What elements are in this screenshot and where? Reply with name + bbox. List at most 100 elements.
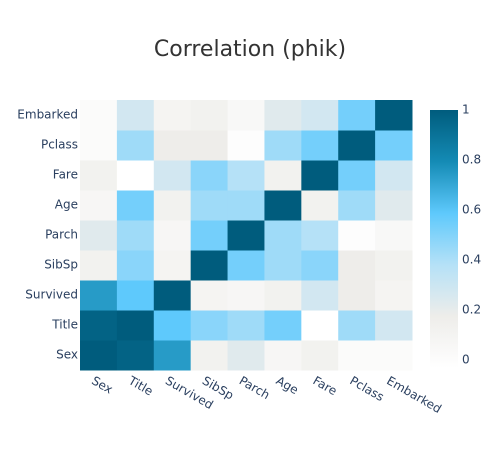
x-tick-label: Age [274, 374, 301, 398]
heatmap-cell [301, 220, 339, 251]
heatmap-cell [116, 310, 155, 341]
x-tick-label: Pclass [347, 374, 386, 405]
heatmap-cell [301, 130, 339, 161]
heatmap-cell [153, 190, 192, 221]
heatmap-cell [190, 190, 229, 221]
colorbar-tick-label: 0.6 [462, 203, 481, 217]
heatmap-cell [264, 220, 302, 251]
x-tick-label: Parch [237, 374, 273, 403]
heatmap-cell [338, 100, 376, 131]
heatmap-cell [375, 100, 413, 131]
heatmap-cell [190, 100, 229, 131]
heatmap-cell [227, 130, 265, 161]
heatmap-cell [116, 340, 155, 371]
heatmap-cell [264, 310, 302, 341]
x-tick-label: Sex [89, 374, 115, 397]
x-tick-label: Fare [311, 374, 340, 399]
heatmap-cell [375, 340, 413, 371]
heatmap-cell [153, 130, 192, 161]
heatmap-cell [227, 160, 265, 191]
heatmap-cell [375, 310, 413, 341]
heatmap-cell [116, 250, 155, 281]
heatmap-cell [338, 130, 376, 161]
heatmap-cell [153, 280, 192, 311]
heatmap-cell [338, 250, 376, 281]
heatmap-cell [338, 280, 376, 311]
heatmap-cell [338, 310, 376, 341]
heatmap-cell [80, 160, 118, 191]
colorbar-tick-label: 0.4 [462, 253, 481, 267]
y-tick-label: Pclass [41, 138, 78, 152]
heatmap-cell [264, 100, 302, 131]
heatmap-cell [227, 220, 265, 251]
colorbar-tick-label: 0 [462, 353, 470, 367]
x-tick-label: Title [125, 373, 155, 398]
y-tick-label: Sex [56, 348, 78, 362]
colorbar-tick-label: 0.8 [462, 153, 481, 167]
heatmap-cell [80, 190, 118, 221]
heatmap-cell [80, 280, 118, 311]
heatmap-cell [153, 250, 192, 281]
heatmap-cell [227, 100, 265, 131]
heatmap-cell [190, 310, 229, 341]
x-tick-label: Embarked [384, 374, 444, 416]
heatmap-cell [190, 220, 229, 251]
heatmap-cell [338, 220, 376, 251]
heatmap-cell [264, 250, 302, 281]
heatmap-cell [264, 340, 302, 371]
heatmap-cell [301, 160, 339, 191]
chart-title: Correlation (phik) [154, 37, 346, 62]
heatmap-cell [116, 280, 155, 311]
heatmap-cell [190, 160, 229, 191]
heatmap-cell [153, 220, 192, 251]
heatmap-cell [338, 190, 376, 221]
heatmap-cell [227, 310, 265, 341]
heatmap-cell [116, 130, 155, 161]
heatmap-cell [116, 160, 155, 191]
heatmap-cell [153, 310, 192, 341]
y-tick-label: Parch [45, 228, 78, 242]
heatmap-cell [153, 100, 192, 131]
heatmap-cell [80, 220, 118, 251]
heatmap-cell [227, 250, 265, 281]
heatmap-cell [301, 340, 339, 371]
heatmap-cell [227, 340, 265, 371]
heatmap-cell [264, 160, 302, 191]
colorbar [430, 110, 458, 368]
heatmap-cell [80, 250, 118, 281]
heatmap-cell [116, 220, 155, 251]
heatmap-cell [190, 130, 229, 161]
heatmap-cell [264, 280, 302, 311]
heatmap-cell [264, 190, 302, 221]
heatmap-cell [190, 250, 229, 281]
heatmap-cell [338, 160, 376, 191]
heatmap-cell [227, 280, 265, 311]
heatmap-cell [375, 130, 413, 161]
heatmap-cell [190, 340, 229, 371]
heatmap-cell [190, 280, 229, 311]
y-tick-label: SibSp [44, 258, 78, 272]
heatmap-cell [375, 190, 413, 221]
y-tick-label: Survived [25, 288, 78, 302]
heatmap-cell [80, 340, 118, 371]
colorbar-tick-label: 0.2 [462, 303, 481, 317]
heatmap-cell [116, 100, 155, 131]
heatmap-cell [375, 220, 413, 251]
y-tick-label: Title [51, 318, 78, 332]
heatmap-cell [301, 190, 339, 221]
heatmap-cell [301, 250, 339, 281]
heatmap-cell [301, 100, 339, 131]
y-tick-label: Age [55, 198, 78, 212]
y-tick-label: Fare [53, 168, 78, 182]
heatmap-cell [338, 340, 376, 371]
heatmap-cell [375, 250, 413, 281]
heatmap-cell [227, 190, 265, 221]
y-tick-label: Embarked [17, 108, 78, 122]
heatmap-cell [116, 190, 155, 221]
heatmap-cell [80, 310, 118, 341]
heatmap-cell [301, 280, 339, 311]
heatmap-cell [375, 160, 413, 191]
heatmap-cell [80, 130, 118, 161]
heatmap-cell [375, 280, 413, 311]
